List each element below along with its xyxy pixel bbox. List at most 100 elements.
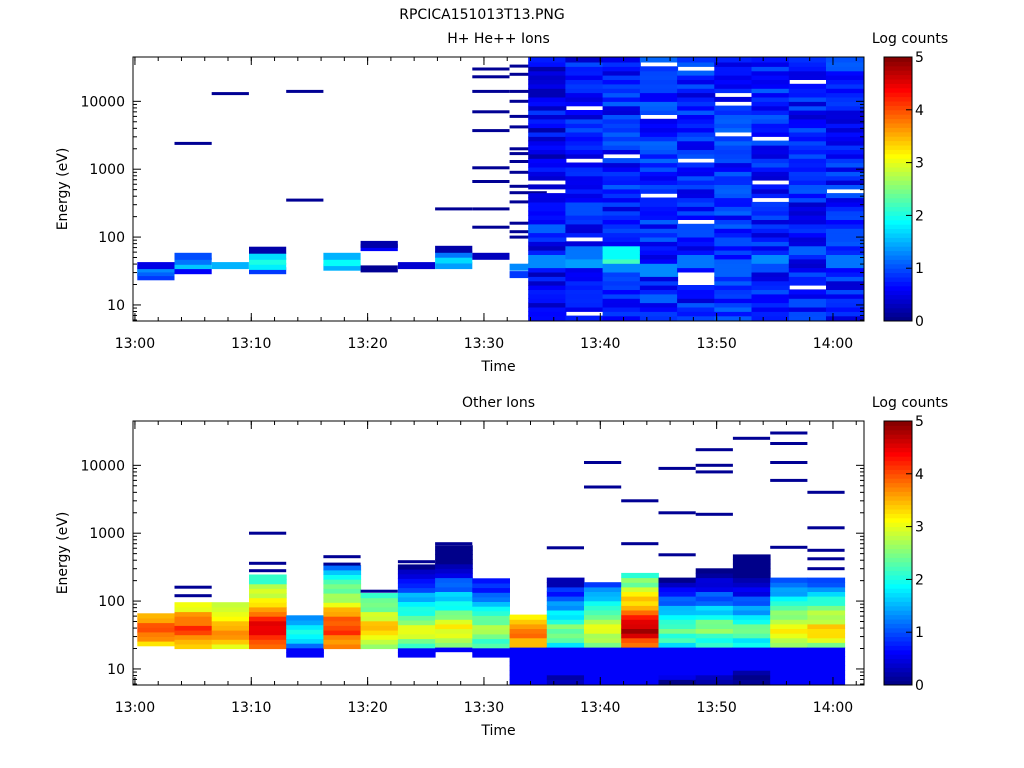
heatmap-cell — [472, 638, 510, 644]
heatmap-cell — [565, 228, 604, 234]
heatmap-cell — [732, 572, 771, 579]
heatmap-cell — [509, 679, 548, 685]
colorbar-swatch — [884, 465, 912, 470]
heatmap-cell — [435, 633, 473, 639]
heatmap-cell — [639, 153, 679, 159]
heatmap-cell — [397, 564, 436, 570]
heatmap-cell — [565, 241, 604, 247]
heatmap-cell — [826, 193, 864, 199]
heatmap-cell — [397, 560, 436, 564]
heatmap-cell — [826, 180, 864, 185]
colorbar-swatch — [884, 575, 912, 580]
heatmap-cell — [807, 548, 845, 552]
heatmap-cell — [602, 92, 641, 98]
heatmap-cell — [695, 633, 734, 639]
heatmap-cell — [602, 66, 641, 72]
heatmap-cell — [826, 70, 864, 76]
heatmap-cell — [602, 88, 641, 94]
heatmap-cell — [770, 610, 808, 616]
heatmap-cell — [732, 637, 771, 643]
heatmap-cell — [249, 593, 287, 599]
heatmap-cell — [602, 171, 641, 177]
heatmap-cell — [528, 88, 567, 94]
heatmap-cell — [639, 88, 679, 94]
heatmap-cell — [249, 252, 287, 260]
heatmap-cell — [677, 201, 716, 207]
heatmap-cell — [584, 665, 622, 671]
heatmap-cell — [565, 92, 604, 98]
heatmap-cell — [639, 70, 679, 76]
heatmap-cell — [249, 616, 287, 622]
heatmap-cell — [807, 642, 846, 648]
heatmap-cell — [714, 140, 753, 146]
heatmap-cell — [639, 145, 679, 150]
heatmap-cell — [714, 175, 753, 181]
heatmap-cell — [788, 110, 827, 115]
heatmap-cell — [695, 448, 733, 452]
heatmap-cell — [677, 285, 716, 290]
heatmap-cell — [788, 250, 827, 255]
heatmap-cell — [360, 639, 399, 645]
heatmap-cell — [137, 627, 175, 633]
heatmap-cell — [658, 600, 697, 606]
colorbar-swatch — [884, 285, 912, 291]
heatmap-cell — [546, 642, 585, 648]
x-tick-label: 13:50 — [696, 700, 736, 716]
colorbar-swatch — [884, 96, 912, 102]
heatmap-cell — [751, 258, 790, 264]
heatmap-cell — [565, 258, 604, 264]
colorbar-swatch — [884, 456, 912, 462]
colorbar-swatch — [884, 105, 912, 111]
heatmap-cell — [788, 153, 827, 159]
heatmap-cell — [639, 210, 679, 216]
heatmap-cell — [528, 289, 567, 295]
colorbar-swatch — [884, 667, 912, 673]
heatmap-cell — [658, 466, 696, 470]
heatmap-cell — [677, 61, 716, 67]
heatmap-cell — [714, 180, 753, 185]
x-tick-label: 13:20 — [347, 336, 387, 352]
heatmap-cell — [174, 606, 213, 613]
heatmap-cell — [602, 245, 641, 251]
heatmap-cell — [714, 241, 753, 247]
heatmap-cell — [788, 145, 827, 150]
heatmap-cell — [528, 61, 567, 67]
heatmap-cell — [472, 620, 510, 626]
heatmap-cell — [565, 171, 604, 177]
heatmap-cell — [639, 79, 679, 85]
colorbar-swatch — [884, 482, 912, 488]
heatmap-cell — [565, 223, 604, 229]
heatmap-cell — [826, 105, 864, 111]
heatmap-cell — [751, 289, 790, 295]
heatmap-cell — [751, 162, 790, 168]
colorbar-swatch — [884, 548, 912, 554]
colorbar-swatch — [884, 211, 912, 216]
heatmap-cell — [397, 615, 436, 621]
heatmap-cell — [565, 206, 604, 212]
heatmap-cell — [509, 665, 548, 671]
heatmap-cell — [751, 215, 790, 220]
colorbar-swatch — [884, 246, 912, 252]
heatmap-cell — [826, 79, 864, 85]
heatmap-cell — [732, 619, 771, 625]
heatmap-cell — [807, 591, 846, 597]
heatmap-cell — [807, 610, 846, 616]
heatmap-cell — [770, 665, 808, 671]
colorbar-tick-label: 2 — [915, 572, 924, 588]
heatmap-cell — [565, 184, 604, 190]
heatmap-cell — [677, 180, 716, 185]
heatmap-cell — [528, 153, 567, 159]
heatmap-cell — [714, 149, 753, 155]
heatmap-cell — [528, 285, 567, 290]
heatmap-cell — [435, 614, 473, 620]
heatmap-cell — [621, 674, 659, 680]
heatmap-cell — [472, 610, 510, 616]
heatmap-cell — [137, 269, 175, 277]
colorbar-swatch — [884, 241, 912, 247]
heatmap-cell — [584, 670, 622, 676]
heatmap-cell — [602, 83, 641, 89]
heatmap-cell — [621, 679, 659, 685]
heatmap-cell — [546, 633, 585, 639]
heatmap-cell — [639, 289, 679, 295]
heatmap-cell — [658, 651, 697, 657]
